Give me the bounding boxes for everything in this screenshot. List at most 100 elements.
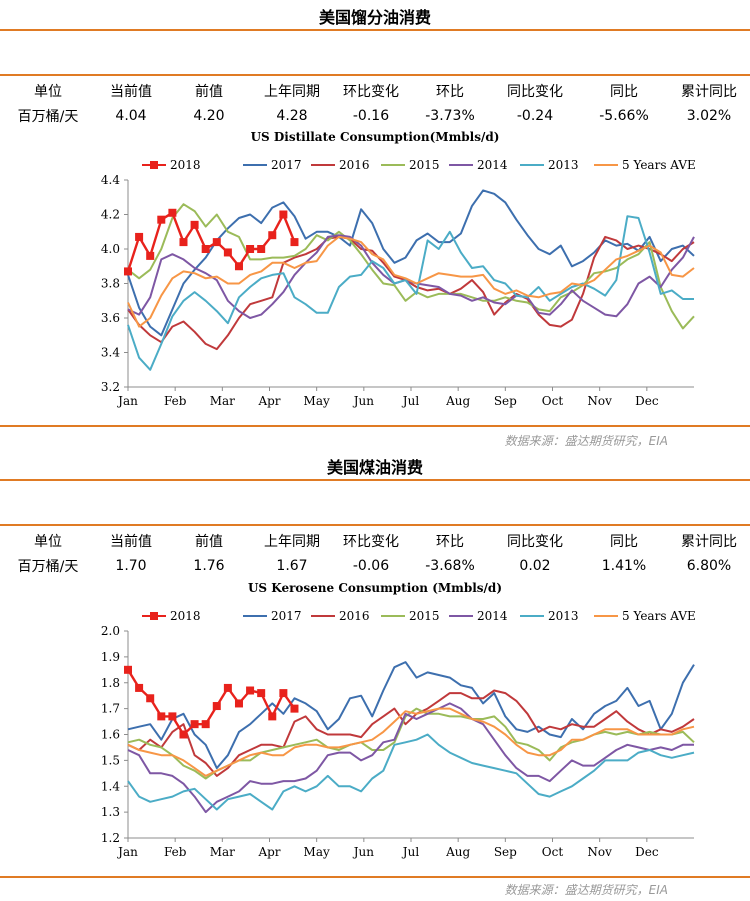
section-title-kerosene: 美国煤油消费 bbox=[326, 458, 423, 477]
series-line-2017 bbox=[127, 661, 695, 770]
x-tick-label: Feb bbox=[164, 394, 187, 408]
y-tick-label: 4.2 bbox=[101, 208, 120, 222]
legend-item: 2014 bbox=[449, 158, 508, 172]
table-top-divider bbox=[0, 74, 750, 76]
x-tick-label: Jul bbox=[401, 394, 420, 408]
x-tick-label: Dec bbox=[635, 394, 659, 408]
section-title-distillate: 美国馏分油消费 bbox=[318, 8, 431, 27]
y-tick-label: 1.5 bbox=[101, 753, 120, 767]
value-cell: -3.68% bbox=[425, 558, 475, 574]
x-tick-label: May bbox=[304, 394, 330, 408]
data-point-2018 bbox=[124, 665, 132, 674]
data-point-2018 bbox=[135, 683, 144, 692]
y-tick-label: 1.6 bbox=[101, 728, 120, 742]
value-cell: 4.28 bbox=[276, 108, 308, 124]
x-tick-label: Aug bbox=[445, 845, 470, 859]
legend-marker bbox=[150, 612, 158, 620]
x-tick-label: Oct bbox=[542, 394, 564, 408]
series-line-2018 bbox=[126, 211, 296, 272]
series-line-2015 bbox=[127, 203, 695, 330]
x-tick-label: Jun bbox=[352, 394, 375, 408]
legend-label: 2015 bbox=[409, 158, 440, 172]
distillate-consumption-chart: 2018 2017 2016 2015 2014 2013 5 Years AVE 3.2 3.… bbox=[101, 158, 696, 408]
legend-item: 2013 bbox=[520, 609, 579, 623]
x-tick-label: Sep bbox=[494, 845, 517, 859]
header-cell: 同比变化 bbox=[507, 84, 563, 100]
header-cell: 前值 bbox=[195, 534, 223, 550]
header-cell: 当前值 bbox=[110, 534, 152, 550]
header-cell: 环比变化 bbox=[343, 84, 399, 100]
y-tick-label: 1.3 bbox=[101, 805, 120, 819]
x-tick-label: Dec bbox=[635, 845, 659, 859]
series-line-2016 bbox=[127, 235, 695, 351]
legend-marker bbox=[150, 161, 158, 169]
data-point-2018 bbox=[124, 267, 132, 276]
y-tick-label: 4.0 bbox=[101, 242, 120, 256]
data-point-2018 bbox=[290, 238, 299, 247]
legend-label: 2018 bbox=[170, 158, 201, 172]
value-cell: -0.06 bbox=[352, 558, 390, 574]
title-divider bbox=[0, 29, 750, 31]
data-point-2018 bbox=[234, 699, 243, 708]
value-cell: 4.04 bbox=[115, 108, 147, 124]
metrics-value-row: 百万桶/天 4.04 4.20 4.28 -0.16 -3.73% -0.24 … bbox=[0, 104, 750, 128]
y-tick-label: 3.4 bbox=[101, 346, 120, 360]
value-cell: -0.24 bbox=[516, 108, 554, 124]
value-cell: -0.16 bbox=[352, 108, 390, 124]
metrics-value-row: 百万桶/天 1.70 1.76 1.67 -0.06 -3.68% 0.02 1… bbox=[0, 554, 750, 578]
chart-title-kerosene: US Kerosene Consumption (Mmbls/d) bbox=[247, 581, 503, 595]
legend-item: 2018 bbox=[142, 158, 201, 172]
data-point-2018 bbox=[223, 248, 232, 257]
data-point-2018 bbox=[246, 686, 255, 695]
legend-item: 2013 bbox=[520, 158, 579, 172]
kerosene-metrics-table: 单位 当前值 前值 上年同期 环比变化 环比 同比变化 同比 累计同比 百万桶/… bbox=[0, 528, 750, 578]
legend-label: 2016 bbox=[339, 158, 370, 172]
x-tick-label: Nov bbox=[587, 845, 612, 859]
value-cell: -3.73% bbox=[425, 108, 475, 124]
header-cell: 单位 bbox=[34, 84, 62, 100]
distillate-metrics-table: 单位 当前值 前值 上年同期 环比变化 环比 同比变化 同比 累计同比 百万桶/… bbox=[0, 78, 750, 128]
kerosene-consumption-chart: 2018 2017 2016 2015 2014 2013 5 Years AVE 1.2 1.… bbox=[101, 609, 696, 859]
table-top-divider bbox=[0, 524, 750, 526]
y-tick-label: 3.2 bbox=[101, 380, 120, 394]
legend-item: 2015 bbox=[381, 158, 440, 172]
x-tick-label: Jan bbox=[116, 845, 138, 859]
header-cell: 环比变化 bbox=[343, 534, 399, 550]
data-point-2018 bbox=[201, 245, 210, 253]
series-line-2018 bbox=[126, 669, 296, 736]
data-point-2018 bbox=[279, 689, 288, 698]
legend-label: 2016 bbox=[339, 609, 370, 623]
legend-label: 2014 bbox=[477, 609, 508, 623]
data-point-2018 bbox=[146, 251, 155, 260]
data-point-2018 bbox=[246, 245, 255, 253]
series-line-2016 bbox=[127, 689, 695, 777]
series-line-5-years-ave bbox=[127, 235, 695, 328]
header-cell: 环比 bbox=[436, 84, 464, 100]
value-cell: 0.02 bbox=[519, 558, 551, 574]
source-note: 数据来源：盛达期货研究，EIA bbox=[504, 434, 668, 448]
value-cell: 1.67 bbox=[276, 558, 308, 574]
legend-label: 2014 bbox=[477, 158, 508, 172]
x-tick-label: May bbox=[304, 845, 330, 859]
header-cell: 同比 bbox=[610, 84, 638, 100]
data-point-2018 bbox=[168, 712, 177, 721]
legend-label: 2017 bbox=[271, 609, 302, 623]
value-cell: 百万桶/天 bbox=[17, 559, 79, 575]
header-cell: 环比 bbox=[436, 534, 464, 550]
series-line-2013 bbox=[127, 733, 695, 811]
value-cell: 3.02% bbox=[686, 108, 732, 124]
legend-item: 2017 bbox=[243, 158, 302, 172]
y-tick-label: 1.4 bbox=[101, 779, 120, 793]
y-tick-label: 3.8 bbox=[101, 277, 120, 291]
y-tick-label: 3.6 bbox=[101, 311, 120, 325]
source-note: 数据来源：盛达期货研究，EIA bbox=[504, 883, 668, 897]
data-point-2018 bbox=[179, 238, 188, 247]
x-tick-label: Apr bbox=[257, 394, 280, 408]
y-tick-label: 1.8 bbox=[101, 676, 120, 690]
data-point-2018 bbox=[179, 730, 188, 739]
header-cell: 前值 bbox=[195, 84, 223, 100]
header-cell: 上年同期 bbox=[264, 534, 320, 550]
legend-item: 5 Years AVE bbox=[594, 609, 696, 623]
y-tick-label: 1.2 bbox=[101, 831, 120, 845]
legend-item: 2017 bbox=[243, 609, 302, 623]
